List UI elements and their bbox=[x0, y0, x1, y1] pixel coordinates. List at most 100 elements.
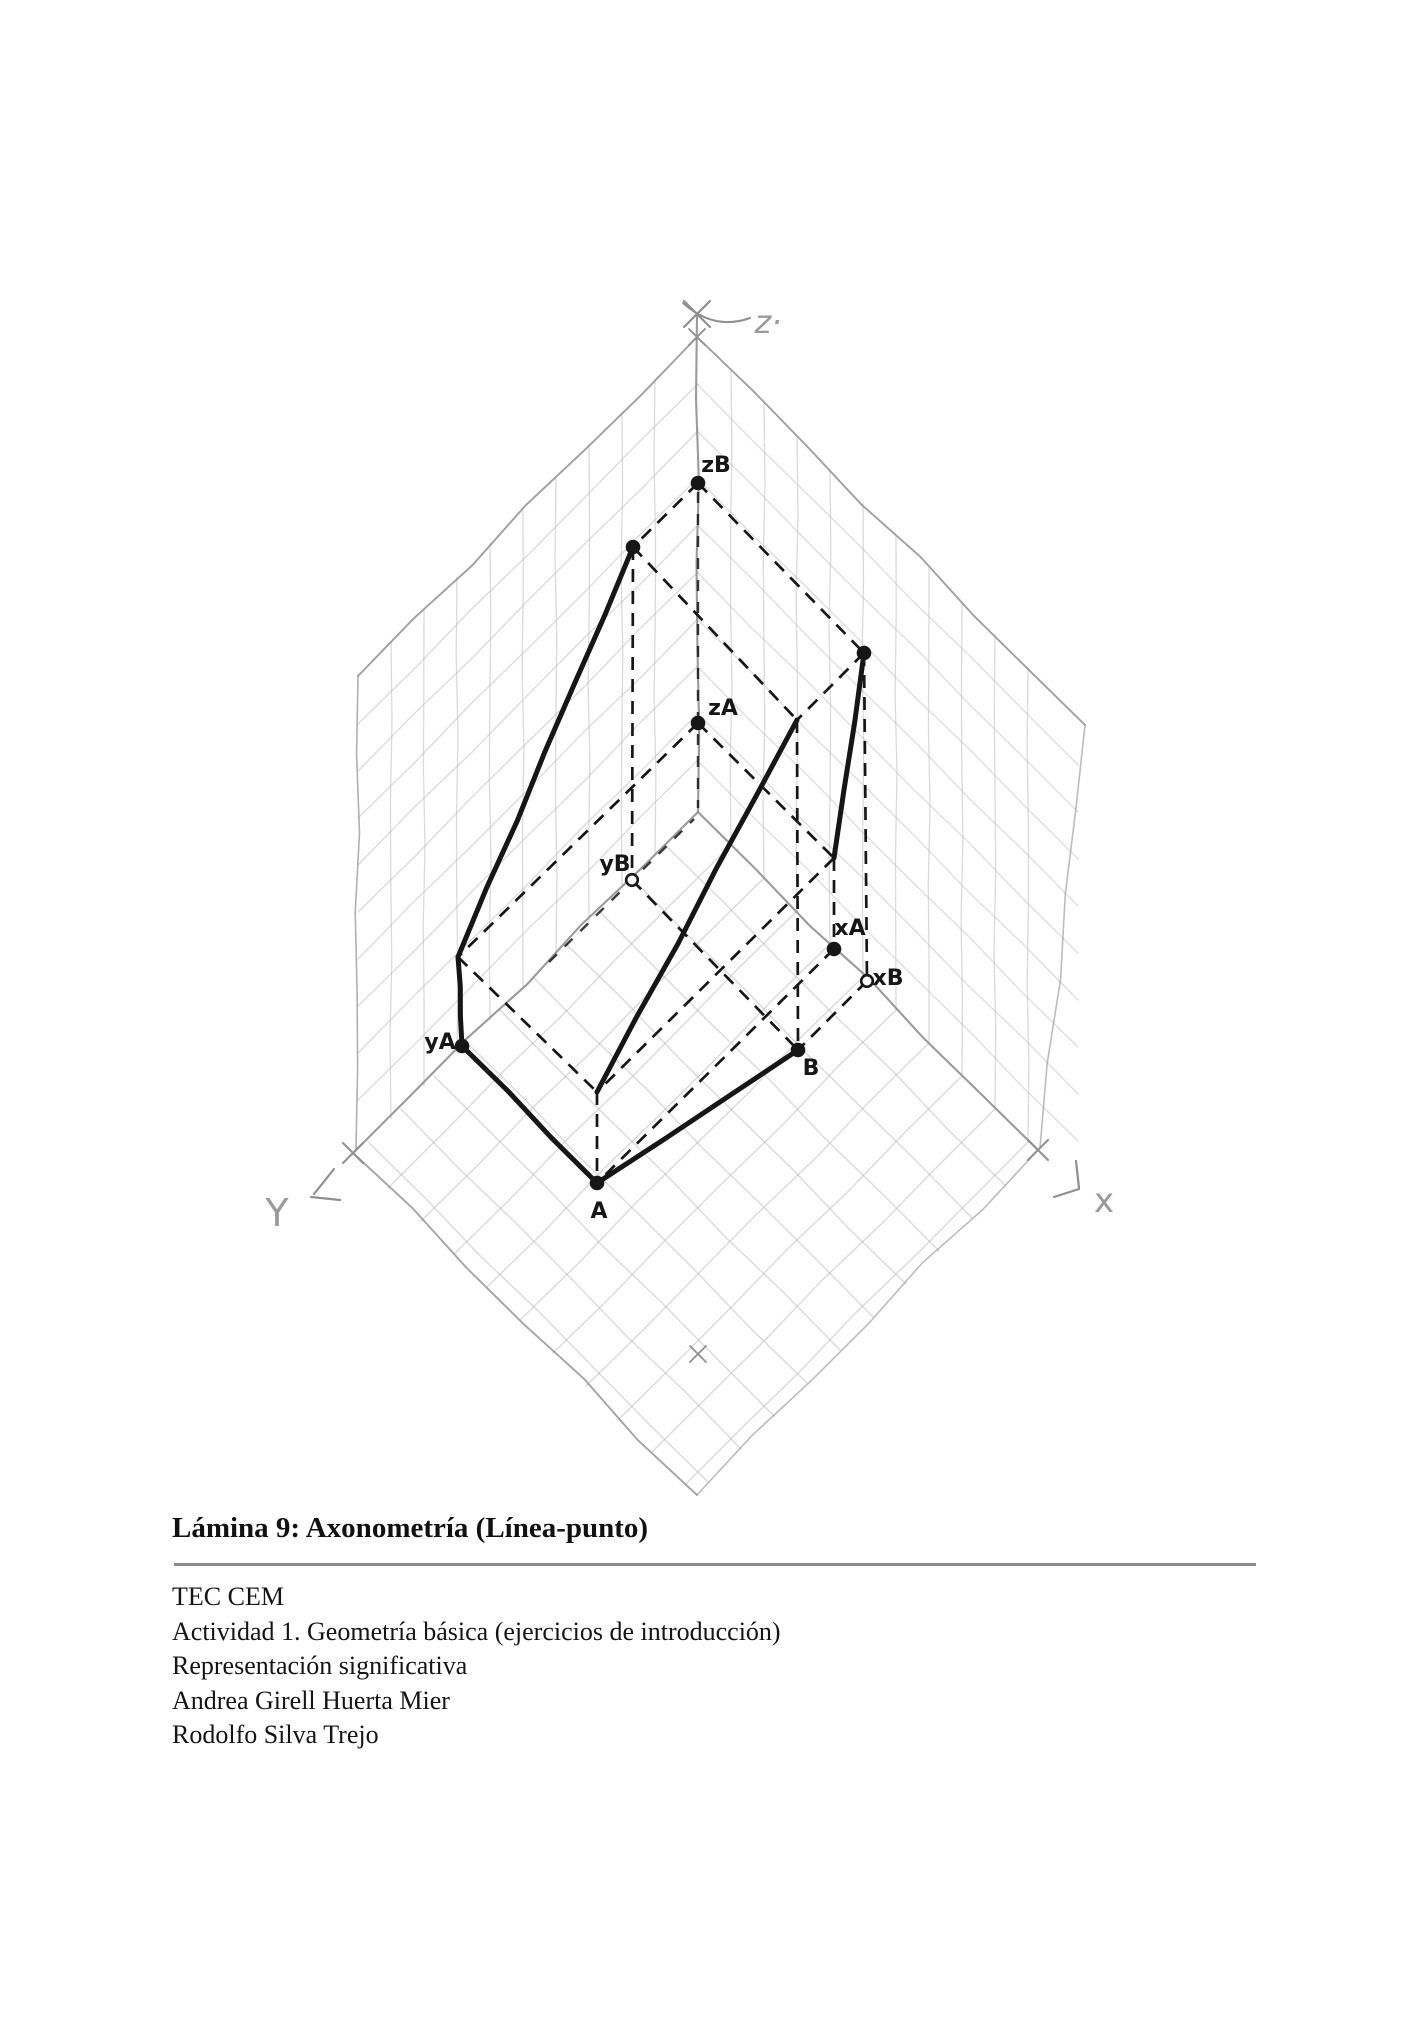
label-xA: xA bbox=[834, 916, 865, 941]
grid-line bbox=[422, 609, 426, 1087]
wall-edge-left bbox=[354, 675, 361, 1149]
grid-line bbox=[696, 665, 1079, 1048]
grid-line bbox=[696, 524, 1079, 907]
grid-line bbox=[357, 712, 699, 1054]
grid-line bbox=[420, 877, 765, 1222]
grid-line bbox=[861, 502, 865, 978]
z-axis-label: z· bbox=[754, 303, 782, 341]
segment-A-B bbox=[594, 1047, 801, 1186]
info-line-course: TEC CEM bbox=[172, 1582, 284, 1611]
segment-Bxz-Axz bbox=[831, 650, 867, 861]
grid-line bbox=[664, 844, 1006, 1186]
wall-edge-right-top bbox=[696, 336, 1086, 726]
grid-line bbox=[653, 378, 657, 856]
grid-line bbox=[387, 844, 732, 1189]
grid-line bbox=[357, 524, 699, 866]
construction-dashed-xA-A bbox=[596, 948, 835, 1184]
y-axis bbox=[351, 810, 700, 1155]
grid-line bbox=[696, 712, 1079, 1095]
label-zA: zA bbox=[708, 696, 738, 721]
wall-edge-right bbox=[1039, 724, 1086, 1149]
point-xB bbox=[859, 973, 875, 989]
point-xA bbox=[826, 941, 842, 957]
construction-dashed-xB-B bbox=[797, 980, 868, 1051]
x-axis-arrow bbox=[1052, 1159, 1081, 1199]
y-axis-tick bbox=[342, 1142, 364, 1164]
point-Byz bbox=[625, 539, 641, 555]
point-yA bbox=[454, 1038, 470, 1054]
grid-line bbox=[696, 430, 1079, 813]
point-zA bbox=[690, 715, 706, 731]
grid-line bbox=[696, 477, 1079, 860]
grid-line bbox=[357, 477, 699, 819]
point-zB bbox=[690, 475, 706, 491]
y-axis-arrow bbox=[309, 1167, 342, 1202]
segment-yA-A bbox=[459, 1043, 600, 1186]
construction-dashed-B3-B bbox=[795, 719, 800, 1051]
grid-line bbox=[762, 403, 766, 879]
x-axis-label: x bbox=[1094, 1181, 1114, 1221]
x-axis-tick bbox=[1027, 1139, 1049, 1161]
grid-line bbox=[488, 543, 492, 1021]
construction-dashed-Ayz-A3 bbox=[457, 956, 598, 1093]
label-yA: yA bbox=[424, 1030, 455, 1055]
caption-title: Lámina 9: Axonometría (Línea-punto) bbox=[172, 1512, 649, 1544]
point-yB bbox=[624, 872, 640, 888]
grid-line bbox=[927, 568, 931, 1044]
segment-Ayz-yA bbox=[455, 954, 465, 1049]
grid-line bbox=[696, 571, 1079, 954]
z-axis-apex-tick bbox=[688, 328, 706, 346]
grid-line bbox=[960, 601, 964, 1077]
y-axis-label: Y bbox=[264, 1191, 289, 1235]
grid-line bbox=[696, 759, 1079, 1142]
grid-line bbox=[620, 411, 624, 889]
construction-dashed-zB-Bxz bbox=[697, 482, 865, 654]
grid-line bbox=[598, 910, 940, 1252]
grid-line bbox=[729, 370, 733, 846]
grid-line bbox=[466, 1042, 808, 1384]
construction-dashed-zB-Byz bbox=[632, 482, 699, 548]
grid-line bbox=[684, 1141, 1029, 1486]
construction-dashed-Axz-A3 bbox=[596, 857, 835, 1093]
construction-dashed-Byz-B3 bbox=[632, 546, 798, 721]
label-zB: zB bbox=[701, 453, 731, 478]
segment-Byz-Ayz bbox=[455, 544, 636, 960]
grid-line bbox=[565, 943, 907, 1285]
grid-line bbox=[828, 469, 832, 945]
point-B bbox=[790, 1042, 806, 1058]
grid-line bbox=[453, 910, 798, 1255]
wall-edge-left-top bbox=[357, 336, 698, 677]
info-line-activity: Actividad 1. Geometría básica (ejercicio… bbox=[172, 1616, 781, 1646]
grid-line bbox=[389, 642, 393, 1120]
label-A: A bbox=[590, 1199, 607, 1224]
point-A bbox=[589, 1175, 605, 1191]
ground-edge-left bbox=[352, 1152, 698, 1496]
label-B: B bbox=[803, 1056, 820, 1081]
label-xB: xB bbox=[873, 966, 904, 991]
grid-line bbox=[499, 1009, 841, 1351]
construction-dashed-Byz-yB bbox=[630, 546, 635, 881]
info-line-author2: Rodolfo Silva Trejo bbox=[172, 1720, 379, 1750]
z-axis-swoosh bbox=[682, 302, 751, 324]
grid-line bbox=[521, 510, 525, 988]
grid-line bbox=[433, 1075, 775, 1417]
construction-dashed-Bxz-B3 bbox=[796, 652, 865, 721]
grid-line bbox=[357, 430, 699, 772]
grid-line bbox=[357, 759, 699, 1101]
grid-line bbox=[519, 976, 864, 1321]
grid-line bbox=[400, 1108, 742, 1450]
grid-line bbox=[357, 383, 699, 725]
grid-line bbox=[367, 1141, 709, 1483]
info-line-topic: Representación significativa bbox=[172, 1651, 468, 1681]
grid-line bbox=[651, 1108, 996, 1453]
point-Bxz bbox=[856, 645, 872, 661]
construction-dashed-zA-Axz bbox=[697, 722, 835, 859]
grid-line bbox=[618, 1075, 963, 1420]
stray-cross bbox=[689, 1345, 707, 1363]
grid-line bbox=[993, 634, 997, 1110]
grid-line bbox=[486, 943, 831, 1288]
grid-line bbox=[357, 571, 699, 913]
info-line-author1: Andrea Girell Huerta Mier bbox=[172, 1685, 450, 1715]
